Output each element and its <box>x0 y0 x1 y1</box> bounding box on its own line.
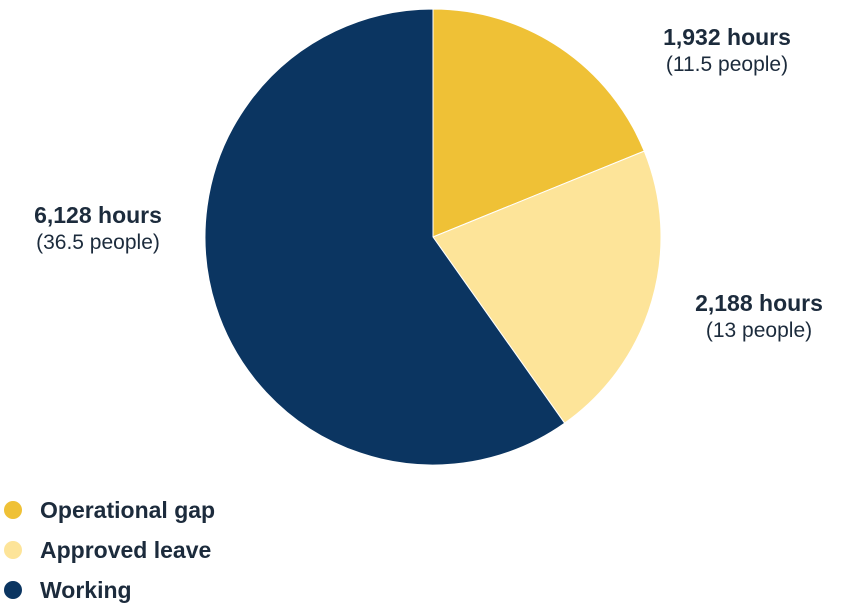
legend-item-working: Working <box>0 570 215 610</box>
slice-label-operational-gap: 1,932 hours (11.5 people) <box>632 24 822 77</box>
slice-label-approved-leave: 2,188 hours (13 people) <box>664 290 848 343</box>
legend-item-approved-leave: Approved leave <box>0 530 215 570</box>
slice-label-working: 6,128 hours (36.5 people) <box>0 202 196 255</box>
hours-value: 6,128 hours <box>34 202 162 228</box>
legend-swatch <box>4 541 22 559</box>
legend-label: Approved leave <box>40 536 212 563</box>
pie-slice-operational-gap <box>432 8 645 238</box>
legend-label: Working <box>40 576 132 603</box>
legend-swatch <box>4 581 22 599</box>
people-value: (13 people) <box>705 318 813 342</box>
legend-swatch <box>4 501 22 519</box>
legend-label: Operational gap <box>40 496 216 523</box>
people-value: (11.5 people) <box>665 52 789 76</box>
legend-item-operational-gap: Operational gap <box>0 490 215 530</box>
hours-value: 2,188 hours <box>695 290 823 316</box>
legend: Operational gap Approved leave Working <box>0 490 215 610</box>
pie-slice-working <box>204 8 566 466</box>
pie-slice-approved-leave <box>432 150 662 424</box>
hours-value: 1,932 hours <box>663 24 791 50</box>
people-value: (36.5 people) <box>36 230 160 254</box>
